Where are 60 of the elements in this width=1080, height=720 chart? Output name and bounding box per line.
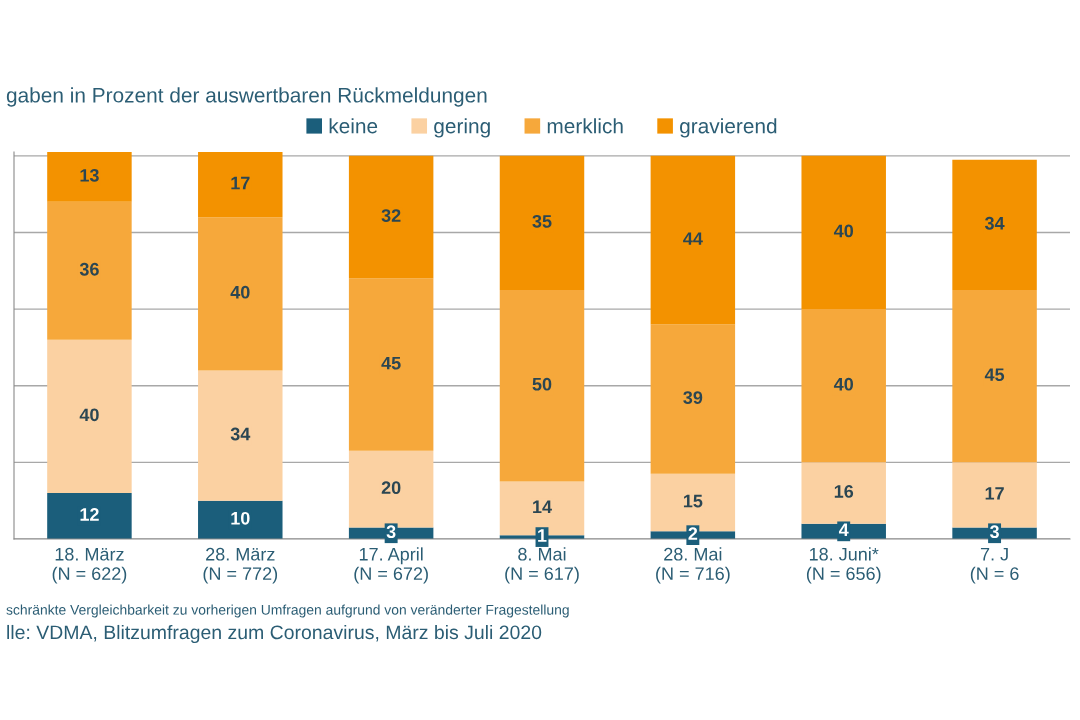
chart-title: gaben in Prozent der auswertbaren Rückmeldungen	[6, 87, 487, 107]
bar	[499, 289, 585, 482]
x-tick-label: 28. Mai (N = 716)	[656, 547, 730, 584]
legend-label: gering	[434, 118, 490, 138]
x-tick-label: 7. J (N = 6	[970, 548, 1019, 584]
data-label: 20	[381, 481, 401, 495]
data-label: 39	[683, 391, 703, 405]
data-label: 12	[80, 508, 99, 521]
data-label: 40	[833, 224, 854, 238]
data-label: 10	[231, 511, 250, 525]
x-tick-label: 17. April (N = 672)	[354, 547, 428, 584]
bar	[47, 152, 132, 202]
data-label: 3	[386, 525, 396, 539]
bar	[47, 201, 132, 340]
bar	[47, 339, 132, 494]
data-label: 2	[688, 527, 698, 540]
bar	[499, 155, 585, 290]
text: schränkte Vergleichbarkeit zu vorherigen Umfragen aufgrund von veränderter Fragestellung	[6, 604, 569, 618]
bar	[801, 309, 886, 463]
data-label: 44	[683, 232, 703, 245]
bar	[198, 217, 283, 371]
legend-label: keine	[329, 118, 378, 134]
data-label: 17	[985, 487, 1004, 500]
bar	[198, 152, 283, 218]
bar	[801, 155, 886, 310]
legend-label: merklich	[547, 118, 623, 134]
data-label: 50	[532, 377, 552, 391]
bar	[650, 324, 736, 474]
data-label: 14	[533, 500, 552, 514]
data-label: 3	[989, 525, 999, 539]
data-label: 32	[381, 209, 401, 223]
data-label: 16	[834, 485, 854, 498]
data-label: 4	[838, 523, 849, 537]
data-label: 13	[80, 168, 99, 182]
x-tick-label: 18. Juni* (N = 656)	[806, 547, 881, 584]
x-tick-label: 8. Mai (N = 617)	[505, 547, 579, 584]
bar	[952, 289, 1037, 463]
bar	[650, 155, 736, 325]
data-label: 35	[532, 214, 552, 228]
data-label: 15	[683, 494, 703, 508]
text: lle: VDMA, Blitzumfragen zum Coronavirus, März bis Juli 2020	[7, 624, 542, 644]
bar	[801, 462, 886, 524]
data-label: 1	[538, 529, 547, 542]
x-tick-label: 28. März (N = 772)	[203, 547, 278, 584]
x-tick-label: 18. März (N = 622)	[52, 547, 127, 584]
bar	[47, 493, 132, 539]
legend-label: gravierend	[680, 118, 777, 138]
bar	[348, 155, 434, 279]
bar	[952, 159, 1037, 290]
data-label: 34	[984, 216, 1005, 230]
data-label: 40	[230, 285, 250, 299]
data-label: 40	[79, 408, 99, 422]
data-label: 17	[231, 176, 250, 190]
data-label: 34	[230, 427, 251, 441]
data-label: 45	[984, 368, 1005, 381]
data-label: 40	[833, 377, 854, 391]
bar	[348, 278, 434, 451]
bar	[198, 370, 283, 501]
data-label: 45	[381, 356, 401, 370]
data-label: 36	[79, 262, 99, 276]
